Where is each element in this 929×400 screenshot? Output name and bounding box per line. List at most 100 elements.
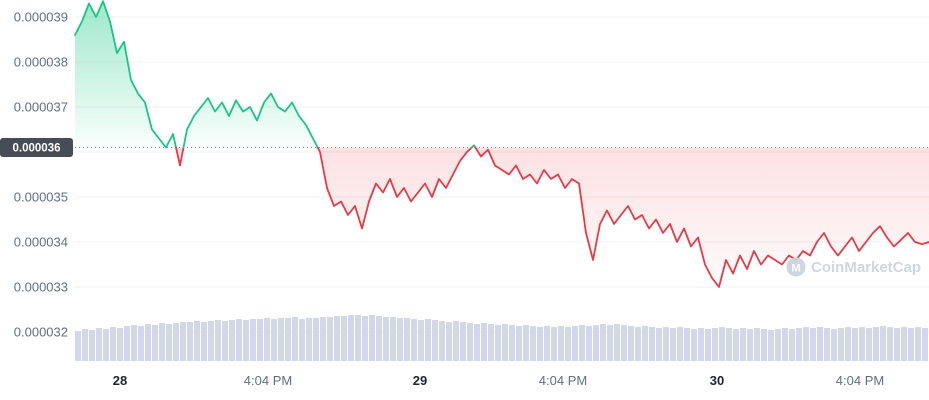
volume-bar [607, 325, 613, 361]
volume-bar [369, 315, 375, 361]
volume-bar [894, 328, 900, 361]
volume-bar [82, 329, 88, 361]
volume-bar [593, 325, 599, 361]
volume-bar [187, 322, 193, 361]
volume-bar [635, 327, 641, 361]
volume-bar [327, 317, 333, 361]
volume-bar [292, 317, 298, 361]
volume-bar [166, 324, 172, 361]
price-line-down [316, 146, 473, 230]
volume-bar [922, 328, 928, 361]
volume-bar [418, 320, 424, 361]
volume-bar [726, 328, 732, 361]
volume-bar [124, 326, 130, 361]
area-down [475, 147, 929, 287]
volume-bar [551, 327, 557, 361]
volume-bar [229, 320, 235, 361]
volume-bar [880, 326, 886, 361]
volume-bar [264, 318, 270, 361]
volume-bar [495, 325, 501, 361]
coinmarketcap-logo-icon [786, 257, 806, 277]
area-up [75, 1, 176, 148]
volume-bar [474, 324, 480, 361]
volume-bar [404, 318, 410, 361]
volume-bar [712, 328, 718, 361]
volume-bar [670, 328, 676, 361]
volume-bar [236, 319, 242, 361]
volume-bar [215, 320, 221, 361]
volume-bar [733, 329, 739, 361]
y-axis-label: 0.000035 [14, 190, 68, 205]
volume-bar [222, 321, 228, 361]
volume-bar [117, 328, 123, 361]
volume-bar [145, 324, 151, 361]
x-axis-label: 30 [710, 373, 724, 388]
x-axis-label: 4:04 PM [539, 373, 587, 388]
price-line-down [474, 146, 929, 288]
volume-bar [110, 327, 116, 361]
volume-bar [306, 318, 312, 361]
volume-bar [348, 315, 354, 361]
volume-bar [600, 324, 606, 361]
volume-bar [789, 329, 795, 361]
volume-bar [754, 328, 760, 361]
volume-bar [460, 322, 466, 361]
volume-bar [621, 325, 627, 361]
volume-bar [663, 327, 669, 361]
volume-bar [565, 327, 571, 361]
volume-bar [810, 328, 816, 361]
volume-bar [859, 327, 865, 361]
volume-bar [250, 319, 256, 361]
volume-bar [705, 329, 711, 361]
volume-bar [502, 324, 508, 361]
coinmarketcap-logo-letter: M [791, 263, 800, 275]
volume-bar [782, 328, 788, 361]
volume-bar [397, 318, 403, 361]
volume-bar [656, 328, 662, 361]
volume-bar [334, 316, 340, 361]
volume-bar [432, 320, 438, 361]
volume-bar [103, 329, 109, 361]
area-down [317, 147, 472, 229]
volume-bar [775, 329, 781, 361]
volume-bar [152, 325, 158, 361]
volume-bar [299, 319, 305, 361]
volume-bar [467, 323, 473, 361]
volume-bar [761, 329, 767, 361]
volume-bar [852, 328, 858, 361]
x-axis-label: 4:04 PM [244, 373, 292, 388]
price-line-up [182, 92, 319, 149]
volume-bar [208, 321, 214, 361]
volume-bar [362, 316, 368, 361]
price-line-up [74, 0, 177, 149]
volume-bar [509, 325, 515, 361]
watermark: M CoinMarketCap [786, 257, 921, 277]
volume-bar [243, 320, 249, 361]
volume-bar [376, 316, 382, 361]
volume-bar [180, 322, 186, 361]
volume-bar [740, 328, 746, 361]
volume-bar [831, 329, 837, 361]
volume-bar [628, 326, 634, 361]
volume-bar [89, 330, 95, 361]
volume-bar [614, 324, 620, 361]
price-badge [0, 138, 73, 157]
y-axis-label: 0.000034 [14, 235, 68, 250]
price-badge-label: 0.000036 [13, 143, 61, 155]
volume-bar [530, 326, 536, 361]
x-axis-label: 4:04 PM [836, 373, 884, 388]
volume-bar [96, 328, 102, 361]
volume-bar [817, 327, 823, 361]
volume-bar [355, 315, 361, 361]
volume-bar [390, 317, 396, 361]
volume-bar [677, 327, 683, 361]
volume-bar [698, 328, 704, 361]
y-axis-label: 0.000032 [14, 325, 68, 340]
volume-bar [341, 316, 347, 361]
watermark-text: CoinMarketCap [811, 259, 921, 276]
volume-bar [194, 321, 200, 361]
x-axis-label: 28 [113, 373, 127, 388]
volume-bar [901, 327, 907, 361]
